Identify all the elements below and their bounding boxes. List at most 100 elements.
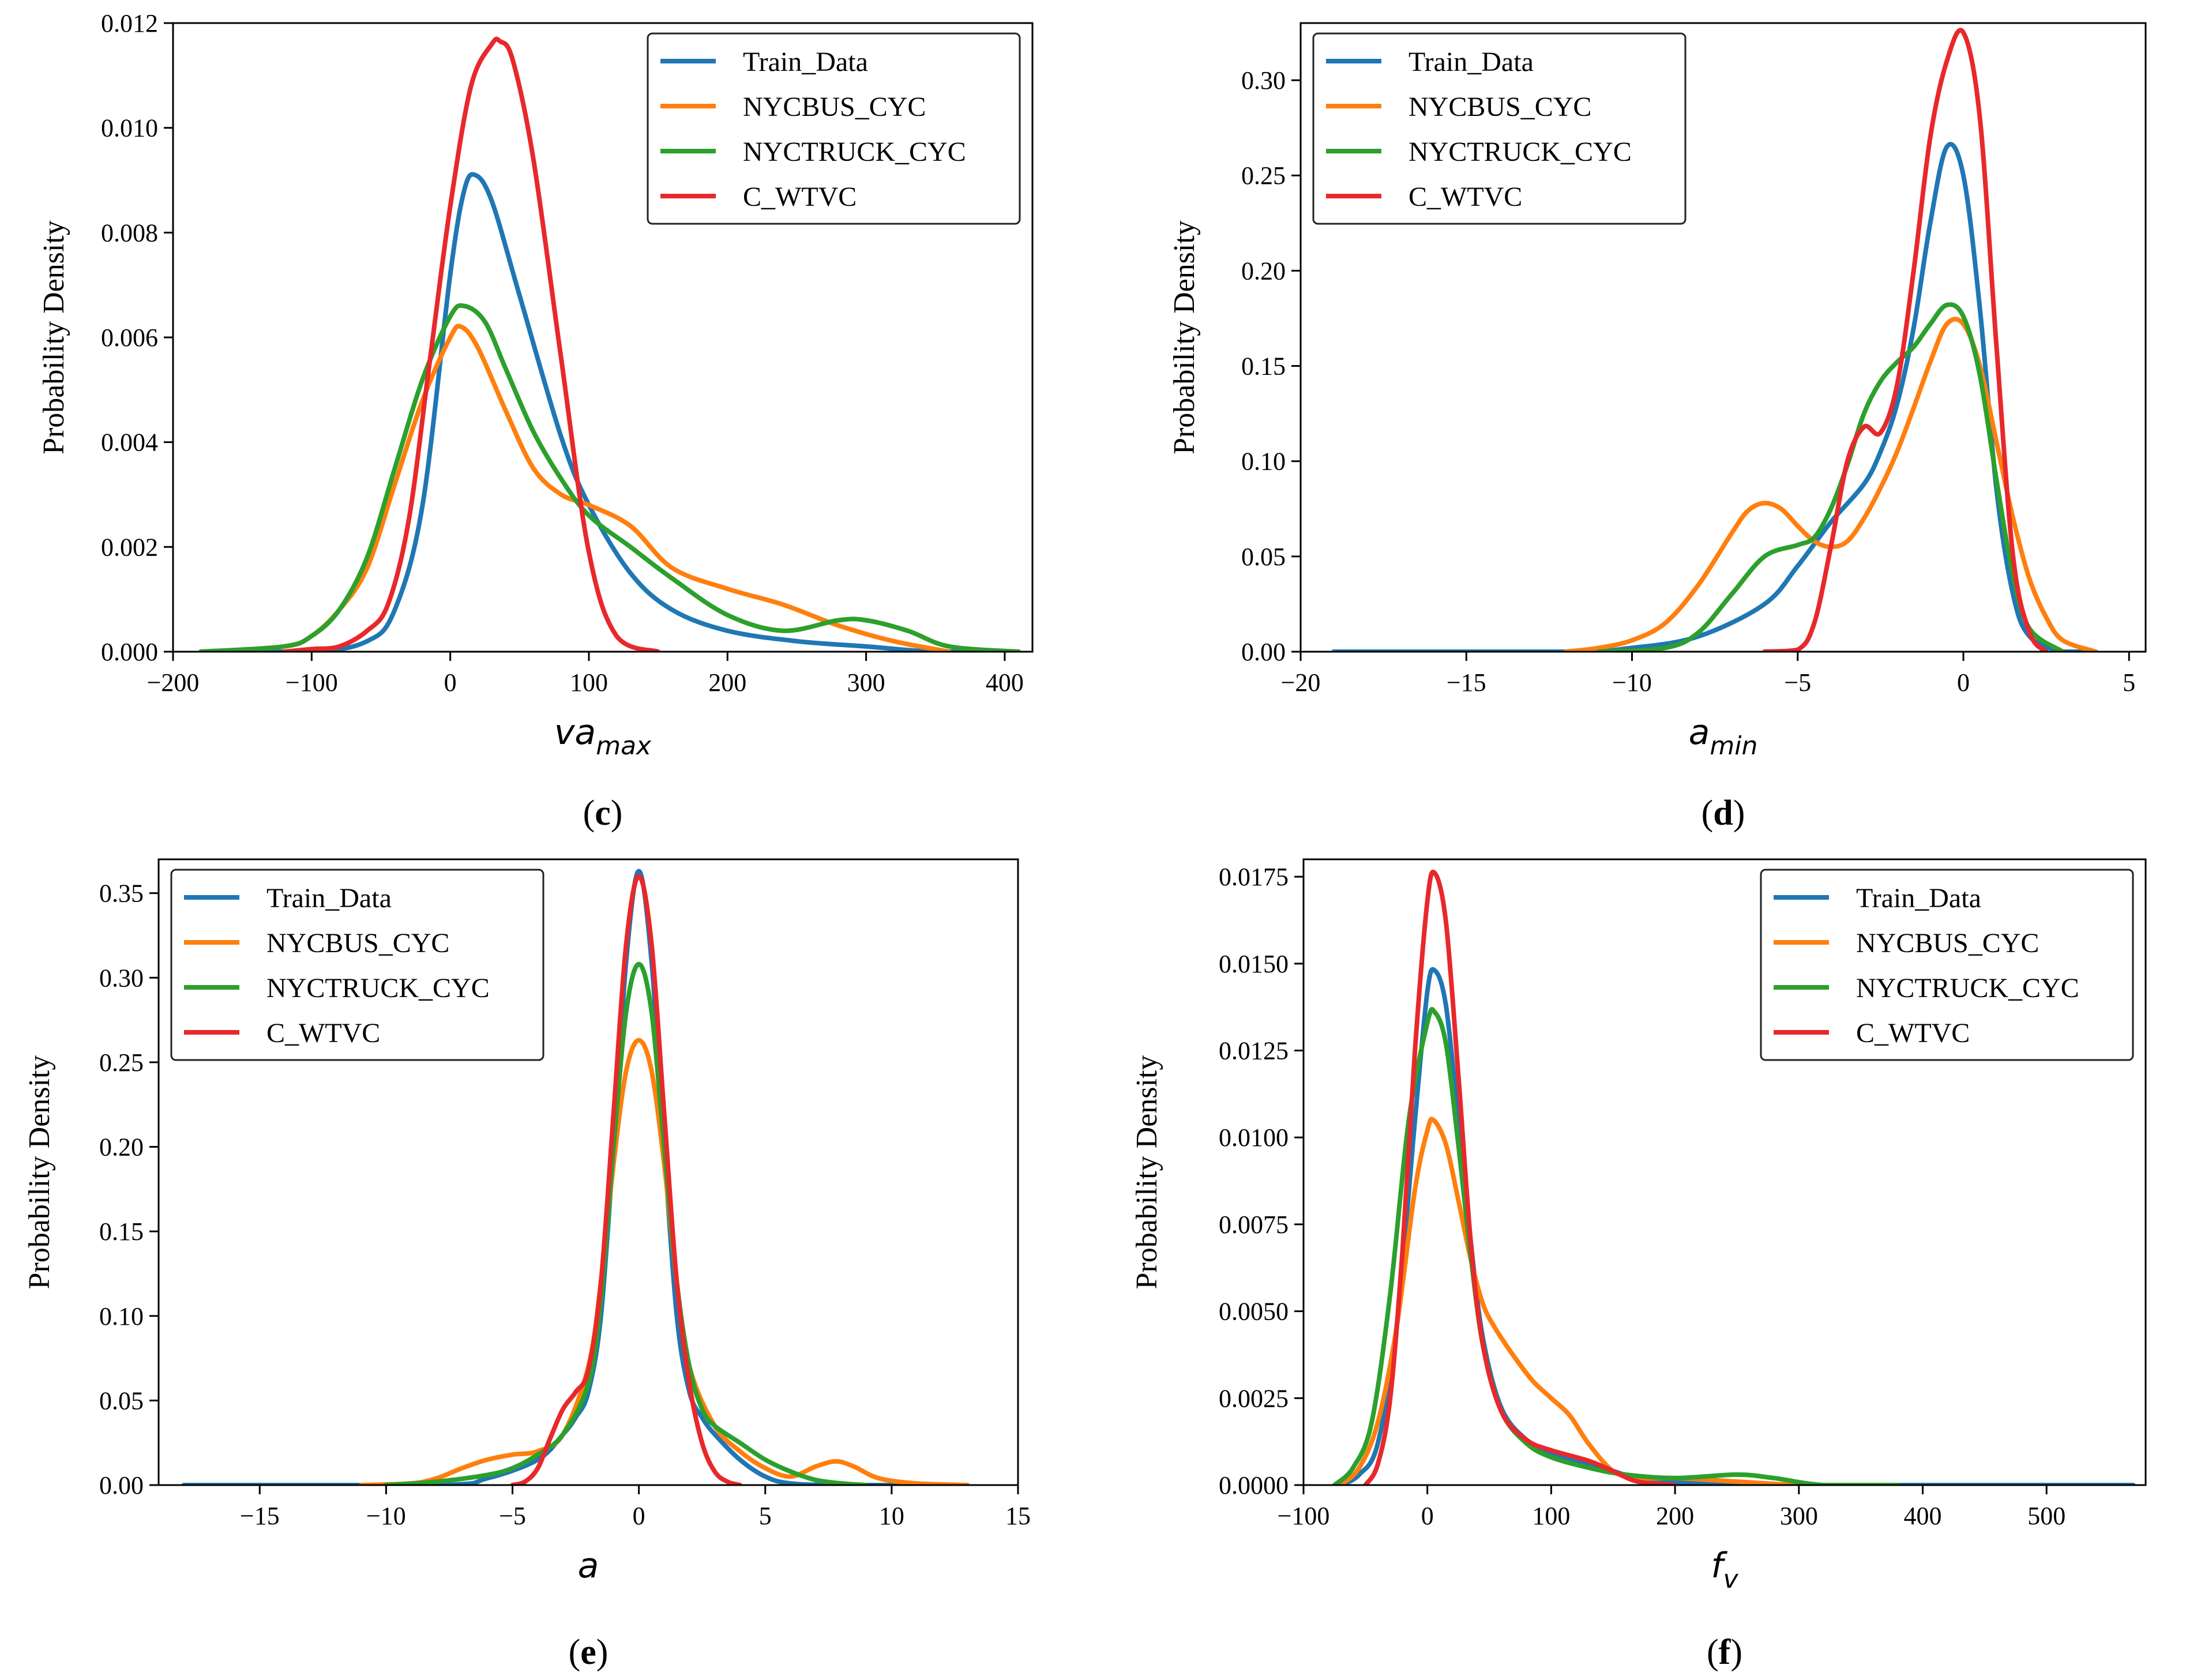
y-tick-label: 0.012: [101, 9, 158, 37]
panel-caption: (f): [1707, 1633, 1742, 1672]
y-tick-label: 0.0100: [1219, 1123, 1289, 1152]
y-tick-label: 0.15: [1241, 352, 1286, 381]
series-line-c-wtvc: [281, 36, 661, 652]
y-tick-label: 0.15: [99, 1217, 144, 1246]
x-tick-label: 300: [847, 668, 885, 697]
series-line-nyctruck-cyc: [198, 303, 1021, 652]
caption-close-paren: ): [1733, 794, 1745, 833]
y-tick-label: 0.0025: [1219, 1384, 1289, 1412]
legend-label: C_WTVC: [1856, 1018, 1970, 1048]
series-line-c-wtvc: [1762, 28, 2049, 652]
x-tick-label: −15: [240, 1502, 280, 1530]
x-tick-label: 0: [633, 1502, 645, 1530]
x-tick-label: −5: [1784, 668, 1811, 697]
x-tick-label: 100: [1532, 1502, 1570, 1530]
legend-box: [647, 32, 1021, 225]
caption-close-paren: ): [596, 1633, 609, 1672]
legend-label: Train_Data: [1856, 883, 1981, 914]
y-tick-label: 0.25: [1241, 161, 1286, 190]
x-tick-label: −15: [1447, 668, 1486, 697]
legend-box: [1312, 32, 1687, 225]
x-axis-label-subscript: max: [596, 731, 652, 761]
series-line-nyctruck-cyc: [1597, 302, 2065, 652]
panel-e: −15 −10 −5 0 5 10 15 0.00 0.05 0.10 0.15 0.20 0.25 0.…: [23, 858, 1031, 1672]
series-line-nyctruck-cyc: [384, 961, 869, 1485]
plot-frame: [1299, 22, 2147, 653]
legend-box: [170, 869, 544, 1061]
y-tick-label: 0.00: [99, 1471, 144, 1499]
x-tick-label: 200: [708, 668, 746, 697]
legend-label: NYCTRUCK_CYC: [1856, 973, 2079, 1004]
x-axis-label-main: a: [578, 1546, 599, 1586]
legend-label: NYCBUS_CYC: [743, 92, 926, 122]
y-tick-label: 0.30: [99, 964, 144, 992]
y-tick-label: 0.0075: [1219, 1211, 1289, 1239]
legend-label: C_WTVC: [1408, 182, 1522, 212]
panel-caption: (c): [583, 794, 623, 833]
series-line-nycbus-cyc: [1338, 1117, 1864, 1485]
series-line-nycbus-cyc: [198, 324, 952, 652]
y-tick-label: 0.004: [101, 429, 158, 457]
y-tick-label: 0.10: [99, 1302, 144, 1331]
caption-letter: f: [1719, 1633, 1731, 1672]
y-tick-label: 0.006: [101, 324, 158, 352]
y-tick-label: 0.0050: [1219, 1298, 1289, 1326]
legend-label: NYCTRUCK_CYC: [1408, 137, 1632, 167]
y-axis-label: Probability Density: [23, 1055, 56, 1290]
x-axis-label-subscript: v: [1723, 1565, 1739, 1594]
x-tick-label: 0: [1957, 668, 1970, 697]
y-axis-label: Probability Density: [1168, 220, 1201, 454]
y-tick-label: 0.0000: [1219, 1471, 1289, 1499]
x-tick-label: −200: [147, 668, 200, 697]
caption-open-paren: (: [569, 1633, 581, 1672]
y-tick-label: 0.20: [99, 1133, 144, 1162]
y-tick-label: 0.0150: [1219, 950, 1289, 978]
x-tick-label: 500: [2027, 1502, 2065, 1530]
caption-open-paren: (: [1702, 794, 1714, 833]
legend-label: Train_Data: [743, 47, 868, 77]
y-tick-label: 0.25: [99, 1048, 144, 1077]
panel-caption: (e): [569, 1633, 609, 1672]
legend-label: NYCTRUCK_CYC: [743, 137, 966, 167]
y-tick-label: 0.008: [101, 219, 158, 247]
y-tick-label: 0.000: [101, 638, 158, 666]
x-tick-label: 400: [986, 668, 1024, 697]
x-tick-label: −20: [1281, 668, 1321, 697]
panel-caption: (d): [1702, 794, 1745, 833]
x-axis-label: amin: [1689, 712, 1758, 761]
x-tick-label: −100: [1278, 1502, 1330, 1530]
y-tick-label: 0.30: [1241, 66, 1286, 95]
x-tick-label: 0: [1421, 1502, 1434, 1530]
y-tick-label: 0.010: [101, 114, 158, 142]
legend: Train_Data NYCBUS_CYC NYCTRUCK_CYC C_WTVC: [647, 32, 1021, 225]
y-tick-label: 0.002: [101, 533, 158, 561]
y-axis-label: Probability Density: [37, 220, 70, 454]
y-axis-label: Probability Density: [1130, 1055, 1163, 1290]
caption-letter: d: [1713, 794, 1733, 833]
caption-letter: e: [580, 1633, 596, 1672]
legend-label: NYCBUS_CYC: [266, 928, 449, 959]
legend-label: C_WTVC: [266, 1018, 380, 1048]
x-axis-label-main: a: [1689, 712, 1710, 753]
legend: Train_Data NYCBUS_CYC NYCTRUCK_CYC C_WTVC: [170, 869, 544, 1061]
series-line-train-data: [198, 172, 1021, 652]
caption-open-paren: (: [1707, 1633, 1719, 1672]
legend-label: NYCTRUCK_CYC: [266, 973, 490, 1004]
plot-frame: [1302, 858, 2147, 1486]
y-tick-label: 0.0175: [1219, 863, 1289, 891]
caption-letter: c: [595, 794, 611, 833]
y-tick-label: 0.05: [99, 1386, 144, 1415]
x-tick-label: −10: [366, 1502, 406, 1530]
x-tick-label: 0: [444, 668, 457, 697]
x-axis-label: vamax: [554, 712, 652, 761]
x-tick-label: −5: [499, 1502, 526, 1530]
x-axis-label-subscript: min: [1710, 731, 1757, 761]
series-line-train-data: [181, 869, 970, 1485]
series-line-nycbus-cyc: [358, 1038, 970, 1485]
y-tick-label: 0.00: [1241, 638, 1286, 666]
x-tick-label: 400: [1904, 1502, 1942, 1530]
series-line-c-wtvc: [510, 874, 742, 1485]
panel-d: −20 −15 −10 −5 0 5 0.00 0.05 0.10 0.15 0.20 0.25 0.3…: [1168, 22, 2147, 833]
legend-box: [1760, 869, 2134, 1061]
